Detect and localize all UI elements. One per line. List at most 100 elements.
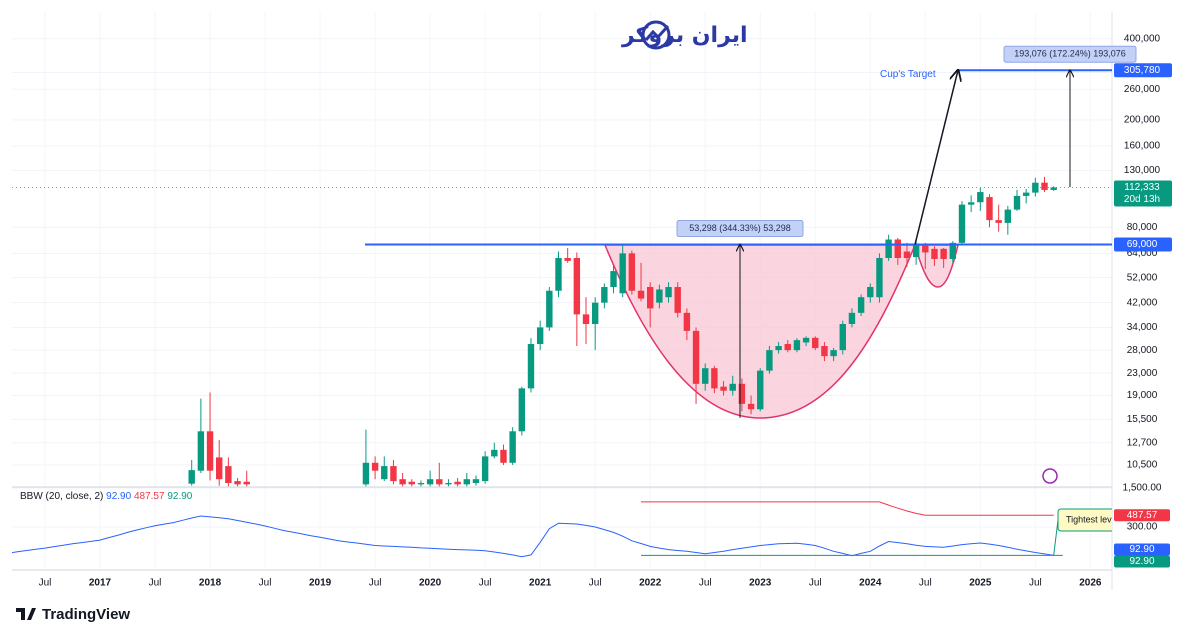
candle-body — [500, 449, 507, 463]
last-price-box — [1114, 180, 1172, 207]
indicator-value-box — [1114, 543, 1170, 556]
candle-body — [463, 479, 470, 485]
candle-body — [637, 290, 645, 299]
candle-body — [775, 346, 782, 351]
candle-body — [546, 290, 553, 328]
candle-body — [922, 244, 929, 253]
callout: Tightest level ev — [1057, 508, 1112, 532]
candle-body — [491, 449, 498, 457]
candle-body — [812, 337, 819, 349]
target-text: Cup's Target — [880, 69, 936, 80]
candle-body — [582, 314, 590, 325]
level-box — [1114, 237, 1172, 252]
icon[interactable] — [1042, 468, 1058, 484]
watermark-icon — [641, 20, 671, 50]
candle-body — [381, 466, 388, 480]
candle-body — [894, 239, 901, 259]
candle-body — [793, 340, 801, 351]
y-tick-label: 80,000 — [1127, 222, 1158, 233]
candle-body — [729, 383, 736, 391]
candle-body — [802, 337, 810, 343]
candle-body — [601, 287, 608, 303]
y-tick-label: 130,000 — [1124, 165, 1161, 176]
measure-label: 53,298 (344.33%) 53,298 — [689, 223, 791, 233]
x-tick-label: Jul — [809, 578, 822, 589]
candle-body — [958, 204, 966, 243]
candle-body — [1022, 192, 1030, 196]
candle-body — [1041, 182, 1048, 190]
y-tick-label: 260,000 — [1124, 84, 1161, 95]
candle-body — [720, 386, 727, 391]
x-tick-label: 2022 — [639, 578, 662, 589]
cup-shape — [603, 244, 917, 419]
candle-body — [509, 431, 516, 463]
candle-body — [206, 431, 214, 471]
plot-area — [12, 176, 1112, 487]
x-tick-label: Jul — [919, 578, 932, 589]
x-tick-label: 2019 — [309, 578, 332, 589]
y-tick-label: 15,500 — [1127, 414, 1158, 425]
candle-body — [692, 330, 700, 384]
x-tick-label: 2020 — [419, 578, 442, 589]
y-tick-label: 52,000 — [1127, 272, 1158, 283]
candle-body — [527, 344, 535, 389]
candle-body — [738, 383, 746, 404]
candle-body — [188, 470, 195, 484]
watermark-icon-arrow — [644, 24, 670, 41]
y-tick-label: 19,000 — [1127, 390, 1158, 401]
candle-body — [408, 481, 415, 485]
candle-body — [702, 368, 709, 384]
candle-body — [362, 462, 370, 485]
candle-body — [656, 289, 663, 303]
candle-body — [876, 258, 883, 298]
y-tick-label: 64,000 — [1127, 248, 1158, 259]
callout-box — [1057, 508, 1112, 532]
candle-body — [949, 242, 957, 259]
x-tick-label: Jul — [39, 578, 52, 589]
indicator-value: 92.90 — [106, 491, 131, 502]
x-tick-label: Jul — [149, 578, 162, 589]
candle-body — [555, 258, 562, 291]
y-tick-label: 10,500 — [1127, 460, 1158, 471]
candle-body — [610, 271, 617, 288]
target-label: 305,780 — [1124, 65, 1161, 76]
brand: TradingView — [16, 606, 130, 623]
candle-body — [821, 346, 828, 357]
y-tick-label: 42,000 — [1127, 297, 1158, 308]
x-tick-label: 2017 — [89, 578, 112, 589]
candle-body — [436, 479, 443, 485]
candle-body — [1050, 187, 1057, 190]
indicator-pane — [12, 501, 1063, 558]
y2-tick-label: 1,500.00 — [1123, 483, 1162, 494]
candle-body — [940, 248, 947, 259]
candle-body — [573, 258, 581, 315]
brand-text: TradingView — [42, 606, 130, 623]
candle-body — [757, 370, 764, 410]
measure-label: 193,076 (172.24%) 193,076 — [1014, 49, 1126, 59]
target-box — [1114, 63, 1172, 78]
candle-body — [683, 312, 691, 331]
y-tick-label: 12,700 — [1127, 437, 1158, 448]
indicator-value-label: 92.90 — [1129, 544, 1154, 555]
x-tick-label: 2025 — [969, 578, 992, 589]
candle-body — [995, 220, 1002, 223]
y-tick-label: 400,000 — [1124, 33, 1161, 44]
candle-body — [243, 481, 250, 485]
measure-box — [1003, 45, 1137, 63]
brand-icon — [16, 608, 36, 620]
indicator-line — [641, 501, 1054, 516]
candle-body — [867, 287, 874, 298]
indicator-value-box — [1114, 555, 1170, 568]
candle-body — [711, 368, 718, 389]
indicator-legend: BBW (20, close, 2) 92.90 487.57 92.90 — [20, 491, 193, 502]
x-tick-label: Jul — [1029, 578, 1042, 589]
candle-body — [848, 312, 856, 325]
x-tick-label: Jul — [589, 578, 602, 589]
target-arrow — [914, 70, 958, 245]
x-tick-label: Jul — [369, 578, 382, 589]
candle-body — [399, 479, 406, 485]
candle-body — [390, 466, 397, 482]
